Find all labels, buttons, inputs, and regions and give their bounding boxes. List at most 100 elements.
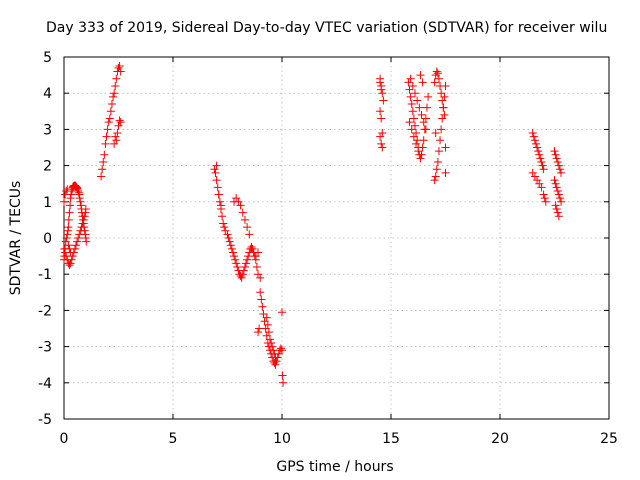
data-point bbox=[63, 230, 72, 239]
data-point bbox=[256, 288, 265, 297]
data-point bbox=[224, 234, 233, 242]
data-point bbox=[421, 125, 430, 134]
data-point bbox=[247, 244, 256, 253]
data-point bbox=[417, 150, 426, 159]
data-point bbox=[102, 132, 111, 141]
data-point bbox=[535, 150, 544, 159]
data-point bbox=[214, 190, 223, 199]
data-point bbox=[438, 96, 447, 105]
data-point bbox=[211, 168, 220, 177]
data-point bbox=[409, 132, 418, 141]
x-tick-label: 5 bbox=[169, 431, 178, 447]
data-point bbox=[439, 103, 448, 112]
data-point bbox=[243, 255, 252, 264]
data-point bbox=[419, 118, 428, 127]
data-point bbox=[64, 215, 73, 224]
data-point bbox=[537, 183, 546, 192]
y-tick-label: 0 bbox=[43, 231, 52, 247]
data-point bbox=[218, 212, 227, 221]
data-point bbox=[254, 248, 263, 257]
data-point bbox=[408, 81, 417, 90]
data-point bbox=[74, 186, 83, 195]
data-point bbox=[76, 226, 85, 235]
data-point bbox=[538, 161, 547, 170]
data-point bbox=[221, 226, 230, 235]
data-point bbox=[259, 310, 268, 319]
data-point bbox=[64, 223, 73, 232]
data-point bbox=[414, 147, 423, 156]
data-point bbox=[75, 194, 84, 203]
data-point bbox=[539, 190, 548, 199]
data-point bbox=[64, 241, 73, 250]
data-point bbox=[103, 125, 112, 134]
data-point bbox=[541, 197, 550, 206]
data-point bbox=[262, 313, 271, 322]
data-point bbox=[62, 252, 71, 261]
data-point bbox=[378, 89, 387, 98]
x-tick-label: 25 bbox=[600, 431, 618, 447]
data-point bbox=[65, 244, 74, 253]
data-point bbox=[268, 342, 277, 351]
data-point bbox=[239, 266, 248, 275]
data-point bbox=[114, 63, 123, 72]
data-point bbox=[438, 114, 447, 123]
data-point bbox=[115, 116, 124, 125]
data-point bbox=[210, 165, 219, 174]
data-point bbox=[240, 262, 249, 271]
data-point bbox=[407, 125, 416, 134]
data-point bbox=[405, 118, 414, 127]
data-point bbox=[404, 78, 413, 87]
data-point bbox=[213, 183, 222, 192]
grid bbox=[64, 57, 609, 419]
data-point bbox=[245, 230, 254, 239]
data-point bbox=[109, 92, 118, 101]
data-point bbox=[278, 346, 286, 355]
x-axis-label: GPS time / hours bbox=[276, 459, 393, 475]
data-point bbox=[82, 237, 91, 246]
data-point bbox=[101, 139, 110, 148]
data-point bbox=[554, 212, 563, 221]
data-point bbox=[76, 197, 85, 206]
data-point bbox=[228, 248, 237, 257]
data-point bbox=[215, 197, 224, 206]
y-tick-label: -4 bbox=[38, 376, 52, 392]
data-points bbox=[60, 62, 566, 387]
data-point bbox=[267, 338, 276, 347]
data-point bbox=[551, 179, 560, 188]
data-point bbox=[554, 190, 563, 199]
data-point bbox=[418, 78, 427, 87]
data-point bbox=[377, 139, 386, 148]
x-tick-label: 10 bbox=[273, 431, 291, 447]
data-point bbox=[536, 154, 545, 163]
data-point bbox=[66, 248, 75, 257]
data-point bbox=[534, 147, 543, 156]
y-tick-label: -3 bbox=[38, 340, 52, 356]
data-point bbox=[530, 172, 539, 181]
data-point bbox=[539, 165, 548, 174]
data-point bbox=[533, 176, 542, 185]
data-point bbox=[255, 324, 264, 333]
data-point bbox=[62, 234, 71, 242]
data-point bbox=[271, 360, 280, 369]
data-point bbox=[74, 234, 83, 242]
y-tick-label: 5 bbox=[43, 50, 52, 66]
y-tick-label: -1 bbox=[38, 267, 52, 283]
data-point bbox=[251, 252, 260, 261]
data-point bbox=[377, 85, 386, 94]
data-point bbox=[264, 328, 273, 337]
data-point bbox=[78, 219, 87, 228]
y-tick-label: 4 bbox=[43, 86, 52, 102]
data-point bbox=[104, 118, 113, 127]
data-point bbox=[554, 161, 563, 170]
data-point bbox=[441, 143, 450, 152]
data-point bbox=[240, 215, 249, 224]
data-point bbox=[81, 208, 90, 217]
data-point bbox=[231, 255, 240, 264]
data-point bbox=[437, 125, 446, 134]
data-point bbox=[116, 118, 125, 127]
data-point bbox=[238, 270, 247, 279]
data-point bbox=[100, 150, 109, 159]
data-point bbox=[219, 219, 228, 228]
data-point bbox=[77, 223, 86, 232]
data-point bbox=[433, 69, 442, 78]
